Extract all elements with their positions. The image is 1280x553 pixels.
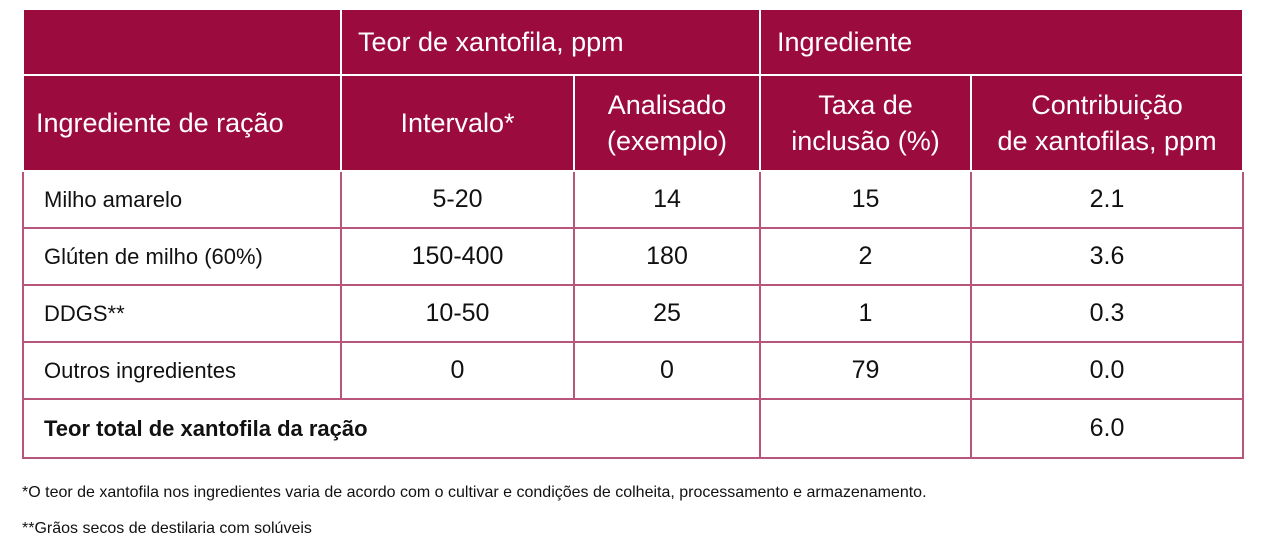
cell: 0 — [573, 341, 761, 400]
cell: 1 — [759, 284, 972, 343]
cell: 25 — [573, 284, 761, 343]
total-row: Teor total de xantofila da ração 6.0 — [22, 398, 1245, 459]
cell: 0 — [340, 341, 575, 400]
data-row: Glúten de milho (60%) 150-400 180 2 3.6 — [22, 227, 1245, 286]
footnote: *O teor de xantofila nos ingredientes va… — [22, 484, 927, 501]
header-row: Teor de xantofila, ppm Ingrediente — [22, 8, 1245, 76]
column-header: Analisado (exemplo) — [573, 74, 761, 172]
data-row: Outros ingredientes 0 0 79 0.0 — [22, 341, 1245, 400]
group-header: Ingrediente — [758, 8, 1245, 76]
header-row: Ingrediente de ração Intervalo* Analisado … — [22, 74, 1245, 172]
footnote: **Grãos secos de destilaria com solúveis — [22, 520, 312, 537]
cell: 0.3 — [969, 284, 1245, 343]
cell: 15 — [759, 170, 972, 229]
data-row: Milho amarelo 5-20 14 15 2.1 — [22, 170, 1245, 229]
column-header: Taxa de inclusão (%) — [759, 74, 972, 172]
column-header: Contribuição de xantofilas, ppm — [969, 74, 1245, 172]
column-header: Intervalo* — [340, 74, 575, 172]
cell: DDGS** — [22, 284, 342, 343]
cell: 0.0 — [969, 341, 1245, 400]
cell: Glúten de milho (60%) — [22, 227, 342, 286]
cell: Milho amarelo — [22, 170, 342, 229]
cell: 5-20 — [340, 170, 575, 229]
total-label: Teor total de xantofila da ração — [22, 398, 761, 459]
total-value: 6.0 — [969, 398, 1245, 459]
column-header: Ingrediente de ração — [22, 74, 342, 172]
cell: 79 — [759, 341, 972, 400]
group-header: Teor de xantofila, ppm — [340, 8, 761, 76]
data-row: DDGS** 10-50 25 1 0.3 — [22, 284, 1245, 343]
cell: 180 — [573, 227, 761, 286]
cell: 150-400 — [340, 227, 575, 286]
cell: 2.1 — [969, 170, 1245, 229]
table-body: Teor de xantofila, ppm Ingrediente Ingredi… — [22, 8, 1245, 459]
xanthophyll-table: Teor de xantofila, ppm Ingrediente Ingredi… — [22, 8, 1245, 459]
cell — [759, 398, 972, 459]
cell: Outros ingredientes — [22, 341, 342, 400]
header-cell — [22, 8, 342, 76]
cell: 2 — [759, 227, 972, 286]
cell: 10-50 — [340, 284, 575, 343]
cell: 14 — [573, 170, 761, 229]
cell: 3.6 — [969, 227, 1245, 286]
